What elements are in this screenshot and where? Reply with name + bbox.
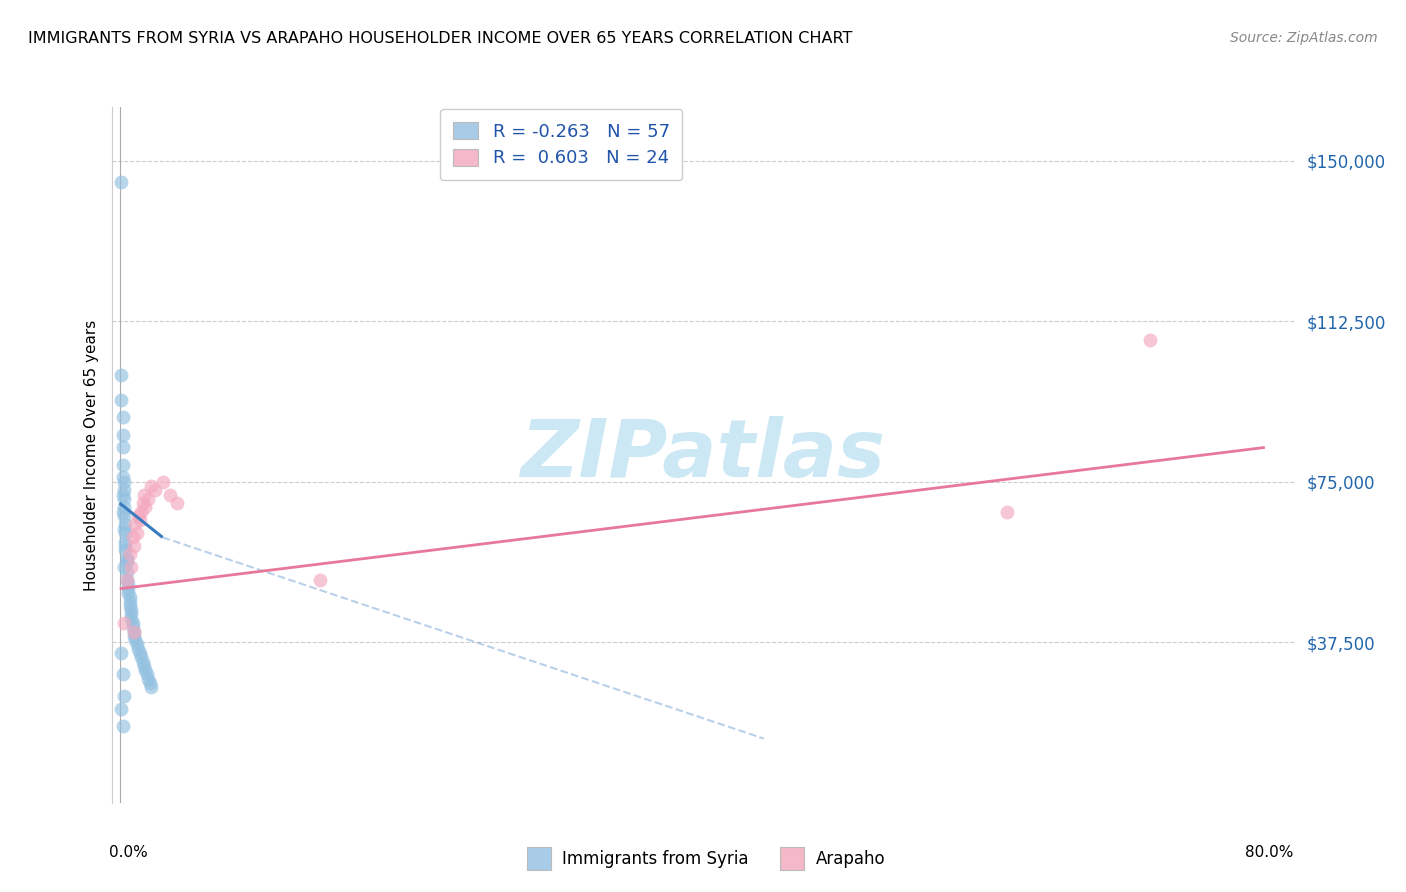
Point [110,368,132,382]
Point [120,612,142,626]
Point [112,508,135,523]
Legend: R = -0.263   N = 57, R =  0.603   N = 24: R = -0.263 N = 57, R = 0.603 N = 24 [440,109,682,180]
Point [110,175,132,189]
Point [115,551,138,566]
Point [122,624,145,639]
Point [120,560,142,574]
Point [134,663,156,677]
Point [112,500,135,515]
Point [112,483,135,498]
Point [132,487,155,501]
Point [127,508,149,523]
Text: ZIPatlas: ZIPatlas [520,416,886,494]
Point [138,676,160,690]
Point [124,517,146,532]
Point [129,650,152,665]
Text: Immigrants from Syria: Immigrants from Syria [562,849,749,868]
Point [112,615,135,630]
Point [139,479,162,493]
Point [120,603,142,617]
Point [111,410,134,425]
Point [121,530,143,544]
Point [125,637,148,651]
Point [118,599,141,613]
Point [127,641,149,656]
Point [129,505,152,519]
Point [112,475,135,489]
Point [118,591,141,605]
Point [136,672,159,686]
Point [131,655,153,669]
Point [117,577,139,591]
Point [136,491,159,506]
Point [122,539,145,553]
Point [118,548,141,562]
Text: IMMIGRANTS FROM SYRIA VS ARAPAHO HOUSEHOLDER INCOME OVER 65 YEARS CORRELATION CH: IMMIGRANTS FROM SYRIA VS ARAPAHO HOUSEHO… [28,31,852,46]
Point [131,496,153,510]
Point [121,620,143,634]
Point [124,633,146,648]
Point [114,543,136,558]
Point [135,667,157,681]
Point [114,517,136,532]
Point [995,505,1018,519]
Point [111,441,134,455]
Point [117,586,139,600]
Point [128,513,150,527]
Point [122,624,145,639]
Point [125,526,148,541]
Point [121,615,143,630]
Point [145,483,167,498]
Point [114,526,136,541]
Point [111,427,134,442]
Point [115,551,138,566]
Point [110,646,132,660]
Point [128,646,150,660]
Point [122,629,145,643]
Point [111,667,134,681]
Point [111,505,134,519]
Point [152,475,174,489]
Point [139,680,162,694]
Text: Source: ZipAtlas.com: Source: ZipAtlas.com [1230,31,1378,45]
Text: 80.0%: 80.0% [1246,845,1294,860]
Text: 0.0%: 0.0% [108,845,148,860]
Point [117,582,139,596]
Point [110,393,132,408]
Point [118,594,141,608]
Point [120,607,142,622]
Point [134,500,156,515]
Point [114,539,136,553]
Point [111,458,134,472]
Point [112,491,135,506]
Point [115,573,138,587]
Point [112,522,135,536]
Point [112,689,135,703]
Point [112,560,135,574]
Text: Arapaho: Arapaho [815,849,886,868]
Point [159,487,181,501]
Y-axis label: Householder Income Over 65 years: Householder Income Over 65 years [83,319,98,591]
Point [110,701,132,715]
Point [111,470,134,484]
Point [309,573,332,587]
Point [115,565,138,579]
Point [166,496,188,510]
Point [111,719,134,733]
Point [115,573,138,587]
Point [132,658,155,673]
Point [1139,334,1161,348]
Point [111,487,134,501]
Point [115,556,138,570]
Point [114,534,136,549]
